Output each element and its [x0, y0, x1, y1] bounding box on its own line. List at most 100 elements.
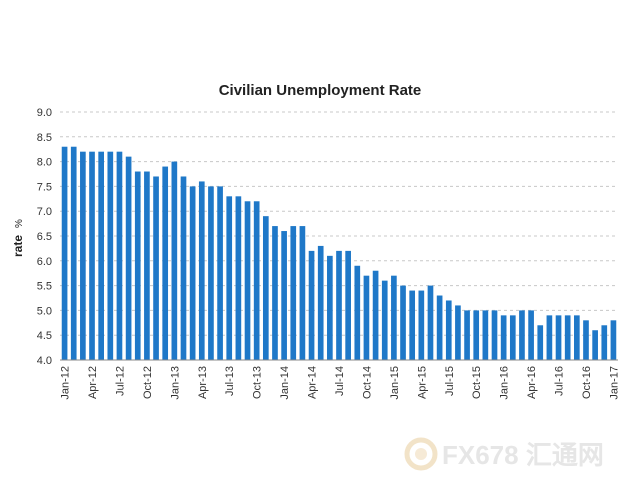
- bar: [153, 176, 159, 360]
- x-tick-label: Jan-14: [279, 366, 291, 400]
- x-tick-label: Apr-16: [526, 366, 538, 399]
- x-tick-label: Oct-12: [142, 366, 154, 399]
- bar: [317, 245, 324, 360]
- bar: [537, 325, 544, 360]
- chart-title: Civilian Unemployment Rate: [219, 82, 422, 99]
- bar: [445, 300, 452, 360]
- bar: [244, 201, 251, 360]
- bar: [125, 156, 132, 360]
- bar: [308, 250, 315, 360]
- watermark-text: FX678 汇通网: [442, 440, 604, 470]
- bar: [217, 186, 223, 360]
- bar: [162, 166, 169, 360]
- bar: [610, 320, 617, 360]
- bar: [601, 325, 608, 360]
- bar: [464, 310, 470, 360]
- bar: [574, 315, 580, 360]
- fx678-logo-icon: [404, 437, 438, 471]
- bar: [528, 310, 534, 360]
- bar: [144, 171, 150, 360]
- bar: [262, 216, 269, 360]
- x-tick-label: Jul-16: [554, 366, 566, 396]
- x-tick-label: Apr-14: [307, 366, 319, 399]
- bar: [354, 265, 361, 360]
- x-tick-label: Apr-15: [416, 366, 428, 399]
- bar: [98, 151, 104, 360]
- bar: [400, 285, 406, 360]
- y-tick-label: 6.0: [37, 256, 52, 268]
- bar: [80, 151, 86, 360]
- bar: [208, 186, 214, 360]
- bar: [427, 285, 434, 360]
- x-tick-label: Jul-12: [114, 366, 126, 396]
- bar: [372, 270, 379, 360]
- bar: [473, 310, 480, 360]
- bar: [171, 161, 178, 360]
- bar: [89, 151, 95, 360]
- bar: [592, 330, 598, 360]
- y-tick-label: 5.0: [37, 305, 52, 317]
- x-tick-label: Apr-13: [197, 366, 209, 399]
- bar: [226, 196, 233, 360]
- bar: [116, 151, 123, 360]
- y-tick-label: 8.0: [37, 157, 52, 169]
- bar: [409, 290, 416, 360]
- y-tick-label: 7.5: [37, 181, 52, 193]
- x-tick-label: Jan-13: [169, 366, 181, 400]
- y-axis-label: rate %: [11, 219, 25, 257]
- bar: [381, 280, 388, 360]
- x-tick-label: Apr-12: [87, 366, 99, 399]
- y-tick-label: 6.5: [37, 231, 52, 243]
- bar: [436, 295, 443, 360]
- gridlines: [60, 111, 618, 336]
- bars: [61, 146, 617, 360]
- bar: [70, 146, 77, 360]
- bar: [482, 310, 489, 360]
- x-tick-label: Jul-13: [224, 366, 236, 396]
- x-tick-label: Jan-17: [608, 366, 620, 400]
- x-tick-label: Oct-15: [471, 366, 483, 399]
- y-tick-label: 5.5: [37, 281, 52, 293]
- x-axis-ticks: Jan-12 Apr-12 Jul-12 Oct-12 Jan-13 Apr-13 Jul-…: [60, 366, 621, 400]
- bar: [290, 226, 297, 360]
- bar: [272, 226, 278, 360]
- bar: [134, 171, 141, 360]
- y-axis-ticks: 4.0 4.5 5.0 5.5 6.0 6.5 7.0 7.5 8.0 8.5 9.0: [37, 107, 52, 367]
- bar: [555, 315, 562, 360]
- x-tick-label: Jul-15: [444, 366, 456, 396]
- bar: [189, 186, 196, 360]
- x-tick-label: Jul-14: [334, 366, 346, 396]
- x-tick-label: Oct-14: [361, 366, 373, 399]
- bar: [345, 250, 351, 360]
- y-axis-unit-text: %: [14, 219, 25, 228]
- bar: [519, 310, 525, 360]
- bar: [235, 196, 242, 360]
- x-tick-label: Jan-12: [60, 366, 72, 400]
- bar: [583, 320, 589, 360]
- bar: [299, 226, 306, 360]
- bar: [564, 315, 571, 360]
- bar: [509, 315, 516, 360]
- bar: [253, 201, 260, 360]
- bar: [546, 315, 553, 360]
- bar: [491, 310, 498, 360]
- y-axis-label-text: rate: [11, 235, 25, 257]
- x-tick-label: Jan-15: [389, 366, 401, 400]
- bar: [336, 250, 342, 360]
- watermark: FX678 汇通网: [404, 437, 604, 471]
- x-tick-label: Oct-16: [581, 366, 593, 399]
- bar: [455, 305, 461, 360]
- bar: [327, 255, 333, 360]
- bar: [107, 151, 114, 360]
- y-tick-label: 4.5: [37, 330, 52, 342]
- y-tick-label: 8.5: [37, 132, 52, 144]
- bar: [281, 231, 287, 360]
- bar: [391, 275, 397, 360]
- bar: [363, 275, 370, 360]
- x-tick-label: Oct-13: [252, 366, 264, 399]
- bar: [500, 315, 507, 360]
- bar: [180, 176, 187, 360]
- x-tick-label: Jan-16: [499, 366, 511, 400]
- bar: [198, 181, 205, 360]
